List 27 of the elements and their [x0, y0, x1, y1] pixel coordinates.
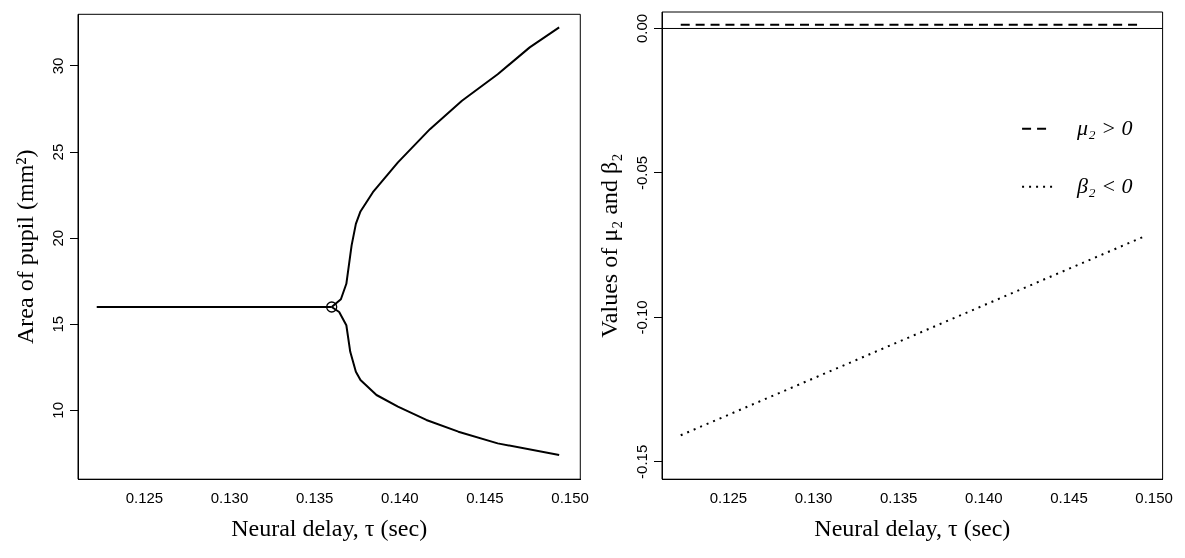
- y-tick-label: 20: [48, 229, 66, 247]
- y-tick-label: 25: [48, 143, 66, 161]
- legend-label: β₂ < 0: [1076, 172, 1133, 198]
- x-tick-label: 0.140: [965, 489, 1003, 507]
- x-tick-label: 0.145: [1050, 489, 1088, 507]
- x-tick-label: 0.140: [381, 489, 419, 507]
- y-tick-label: 0.00: [632, 13, 650, 44]
- x-tick-label: 0.135: [295, 489, 334, 507]
- y-axis-title: Values of μ₂ and β₂: [595, 153, 622, 338]
- x-tick-label: 0.130: [794, 489, 833, 507]
- y-tick-label: -0.05: [632, 155, 650, 191]
- y-tick-label: -0.10: [632, 300, 650, 335]
- x-axis-title: Neural delay, τ (sec): [814, 514, 1011, 541]
- x-tick-label: 0.125: [125, 489, 164, 507]
- x-tick-label: 0.130: [210, 489, 249, 507]
- x-tick-label: 0.145: [466, 489, 504, 507]
- y-tick-label: 30: [48, 57, 66, 75]
- y-tick-label: 10: [48, 401, 66, 419]
- x-axis-title: Neural delay, τ (sec): [231, 514, 428, 541]
- y-tick-label: 15: [48, 315, 66, 333]
- y-axis-title: Area of pupil (mm²): [11, 149, 38, 344]
- legend-label: μ₂ > 0: [1076, 114, 1133, 140]
- x-tick-label: 0.150: [551, 489, 589, 507]
- x-tick-label: 0.150: [1135, 489, 1173, 507]
- x-tick-label: 0.125: [709, 489, 748, 507]
- y-tick-label: -0.15: [632, 444, 650, 479]
- x-tick-label: 0.135: [879, 489, 918, 507]
